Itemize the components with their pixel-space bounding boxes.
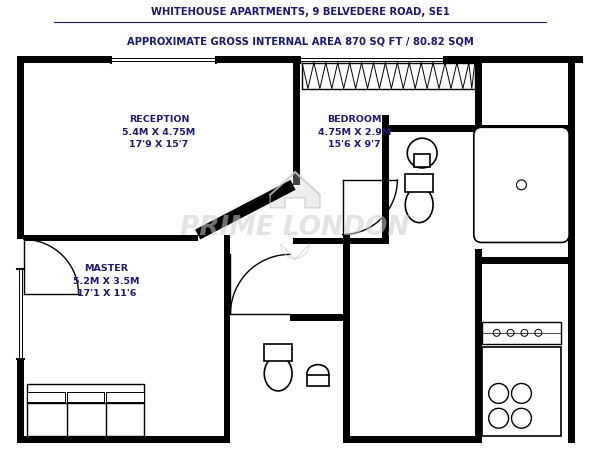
Bar	[27, 384, 144, 436]
Bar	[382, 125, 575, 132]
Circle shape	[493, 329, 500, 336]
Bar	[230, 314, 290, 321]
Bar	[482, 322, 561, 344]
Text: MASTER
5.2M X 3.5M
17'1 X 11'6: MASTER 5.2M X 3.5M 17'1 X 11'6	[73, 264, 140, 298]
Bar	[17, 269, 24, 359]
Circle shape	[521, 329, 528, 336]
Bar	[17, 436, 226, 443]
Circle shape	[512, 383, 532, 403]
Ellipse shape	[264, 356, 292, 391]
Bar	[475, 56, 482, 132]
Text: APPROXIMATE GROSS INTERNAL AREA 870 SQ FT / 80.82 SQM: APPROXIMATE GROSS INTERNAL AREA 870 SQ F…	[127, 36, 473, 46]
Bar	[24, 234, 198, 241]
Ellipse shape	[307, 365, 329, 382]
Text: PRIME LONDON: PRIME LONDON	[180, 214, 410, 240]
Bar	[343, 180, 350, 234]
Circle shape	[488, 409, 509, 428]
Bar	[414, 154, 430, 167]
Bar	[27, 393, 65, 403]
Text: RECEPTION
5.4M X 4.75M
17'9 X 15'7: RECEPTION 5.4M X 4.75M 17'9 X 15'7	[122, 115, 196, 149]
Bar	[307, 375, 329, 387]
Circle shape	[512, 409, 532, 428]
Circle shape	[535, 329, 542, 336]
Bar	[264, 344, 292, 360]
Ellipse shape	[405, 187, 433, 223]
Polygon shape	[270, 172, 320, 208]
Text: WHITEHOUSE APARTMENTS, 9 BELVEDERE ROAD, SE1: WHITEHOUSE APARTMENTS, 9 BELVEDERE ROAD,…	[151, 7, 449, 17]
FancyBboxPatch shape	[474, 127, 569, 242]
Bar	[112, 56, 215, 63]
Bar	[17, 56, 24, 443]
Bar	[344, 436, 477, 443]
Bar	[300, 56, 444, 63]
Bar	[568, 259, 575, 443]
Bar	[568, 56, 575, 259]
Bar	[382, 115, 389, 245]
Circle shape	[488, 383, 509, 403]
Bar	[224, 314, 350, 321]
Bar	[293, 238, 388, 245]
Bar	[475, 257, 575, 264]
Bar	[17, 240, 24, 294]
Bar	[302, 63, 475, 88]
Bar	[482, 347, 561, 436]
Circle shape	[507, 329, 514, 336]
Circle shape	[407, 138, 437, 168]
Bar	[17, 56, 583, 63]
Bar	[343, 234, 350, 443]
Bar	[405, 174, 433, 192]
Bar	[475, 250, 482, 443]
Bar	[224, 234, 230, 443]
Bar	[67, 393, 104, 403]
Circle shape	[517, 180, 526, 190]
Bar	[106, 393, 144, 403]
Text: BEDROOM
4.75M X 2.9M
15'6 X 9'7: BEDROOM 4.75M X 2.9M 15'6 X 9'7	[318, 115, 391, 149]
Bar	[293, 56, 300, 185]
